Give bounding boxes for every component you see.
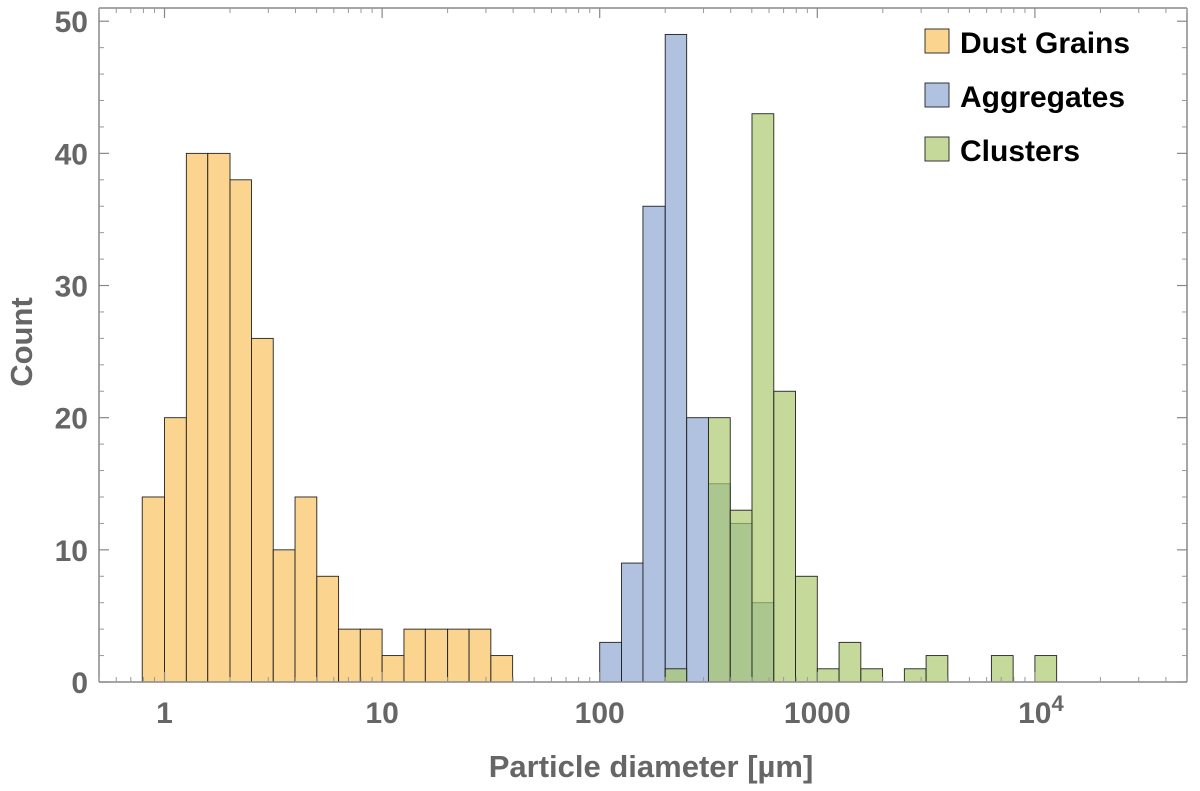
dust-grains-bar-0 [141, 496, 165, 683]
dust-grains-bar-16 [490, 655, 514, 683]
clusters-bar-12 [1034, 655, 1058, 683]
dust-grains-bar-15 [468, 628, 492, 683]
x-tick-label: 10 [365, 697, 398, 730]
dust-grains-bar-11 [381, 655, 405, 683]
bars-layer [141, 33, 1058, 683]
dust-grains-bar-14 [447, 628, 470, 683]
dust-grains-bar-1 [164, 417, 187, 683]
clusters-bar-3 [751, 113, 775, 683]
dust-grains-bar-6 [272, 549, 296, 683]
clusters-bar-7 [838, 641, 862, 683]
x-tick-label: 100 [575, 697, 625, 730]
legend-label-clusters: Clusters [960, 135, 1080, 168]
dust-grains-bar-7 [294, 496, 318, 683]
dust-grains-bar-10 [359, 628, 383, 683]
y-tick-label: 20 [55, 403, 88, 436]
y-tick-label: 50 [55, 6, 88, 39]
aggregates-bar-2 [642, 205, 666, 683]
y-tick-label: 30 [55, 271, 88, 304]
x-axis-title: Particle diameter [µm] [489, 749, 814, 784]
aggregates-bar-3 [664, 33, 688, 683]
clusters-bar-2 [729, 509, 753, 683]
tick-labels-layer: 1 10 100 1000 104 0 10 20 30 40 50 [55, 6, 1065, 730]
x-tick-label: 104 [1018, 691, 1064, 730]
dust-grains-bar-9 [338, 628, 361, 683]
clusters-bar-4 [773, 390, 796, 683]
x-tick-label: 1000 [784, 697, 851, 730]
aggregates-bar-0 [599, 641, 622, 683]
legend-swatch-aggregates [924, 82, 950, 108]
y-tick-label: 0 [71, 667, 88, 700]
y-tick-label: 40 [55, 138, 88, 171]
axes-layer [98, 7, 1188, 683]
clusters-bar-6 [816, 668, 840, 683]
ticks-layer [98, 8, 1188, 683]
clusters-bar-8 [860, 668, 884, 683]
clusters-bar-0 [664, 668, 688, 683]
dust-grains-bar-8 [316, 575, 340, 683]
aggregates-bar-1 [621, 562, 644, 683]
y-tick-label: 10 [55, 535, 88, 568]
dust-grains-bar-12 [403, 628, 426, 683]
x-tick-label: 1 [156, 697, 173, 730]
legend-swatch-clusters [924, 136, 950, 162]
legend-label-dust-grains: Dust Grains [960, 27, 1130, 60]
clusters-bar-5 [795, 575, 818, 683]
aggregates-bar-4 [686, 417, 709, 683]
dust-grains-bar-3 [207, 152, 231, 683]
dust-grains-bar-5 [251, 337, 274, 683]
clusters-bar-9 [903, 668, 927, 683]
legend: Dust Grains Aggregates Clusters [924, 27, 1130, 168]
legend-swatch-dust-grains [924, 28, 950, 54]
dust-grains-bar-4 [229, 179, 252, 683]
legend-label-aggregates: Aggregates [960, 81, 1125, 114]
clusters-bar-10 [925, 655, 949, 683]
dust-grains-bar-13 [424, 628, 449, 683]
clusters-bar-1 [707, 417, 731, 683]
dust-grains-bar-2 [185, 152, 209, 683]
y-axis-title: Count [4, 297, 39, 387]
clusters-bar-11 [990, 655, 1014, 683]
